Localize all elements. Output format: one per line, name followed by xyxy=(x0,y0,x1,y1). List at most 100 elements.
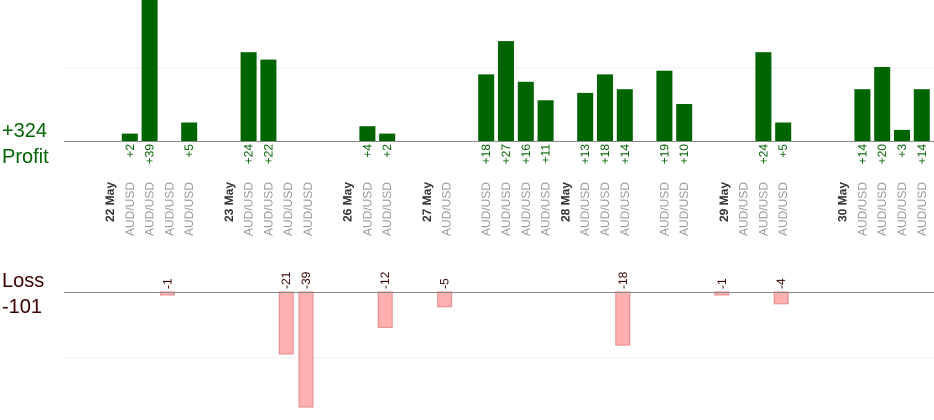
profit-label: Profit xyxy=(2,146,49,168)
profit-value-label: +14 xyxy=(618,144,632,165)
pair-label: AUD/USD xyxy=(915,182,929,236)
profit-value-label: +27 xyxy=(499,144,513,165)
pair-label: AUD/USD xyxy=(598,182,612,236)
profit-bar xyxy=(577,92,594,141)
date-label: 27 May xyxy=(420,182,434,222)
profit-bar xyxy=(359,126,376,141)
pair-label: AUD/USD xyxy=(657,182,671,236)
pair-label: AUD/USD xyxy=(519,182,533,236)
profit-bar xyxy=(755,52,772,142)
pair-label: AUD/USD xyxy=(143,182,157,236)
profit-bar xyxy=(181,122,198,141)
pair-label: AUD/USD xyxy=(182,182,196,236)
profit-bar xyxy=(913,89,930,141)
profit-bar xyxy=(478,74,495,141)
pair-label: AUD/USD xyxy=(261,182,275,236)
pair-label: AUD/USD xyxy=(281,182,295,236)
profit-value-label: +22 xyxy=(261,144,275,165)
profit-bar xyxy=(141,0,158,142)
date-label: 23 May xyxy=(222,182,236,222)
profit-value-label: +18 xyxy=(479,144,493,165)
axis-lines xyxy=(64,141,934,293)
profit-value-label: +10 xyxy=(677,144,691,165)
profit-value-label: +2 xyxy=(123,144,137,158)
date-label: 29 May xyxy=(717,182,731,222)
pair-label: AUD/USD xyxy=(875,182,889,236)
loss-total: -101 xyxy=(2,296,42,318)
profit-value-label: +14 xyxy=(915,144,929,165)
loss-bar xyxy=(615,291,631,346)
date-label: 28 May xyxy=(558,182,572,222)
loss-value-label: -39 xyxy=(299,271,313,289)
pair-label: AUD/USD xyxy=(737,182,751,236)
profit-bar xyxy=(121,133,138,141)
profit-value-label: +5 xyxy=(776,144,790,158)
profit-value-label: +3 xyxy=(895,144,909,158)
loss-bar xyxy=(377,291,393,328)
loss-value-label: -4 xyxy=(774,278,788,289)
loss-bar xyxy=(773,291,789,305)
profit-value-label: +2 xyxy=(380,144,394,158)
pair-label: AUD/USD xyxy=(479,182,493,236)
category-labels: 22 May AUD/USD AUD/USD AUD/USD AUD/USD 23 May… xyxy=(103,182,929,236)
profit-value-label: +11 xyxy=(539,144,553,164)
profit-bars xyxy=(121,0,930,142)
profit-value-label: +13 xyxy=(578,144,592,165)
loss-value-label: -18 xyxy=(616,271,630,289)
pair-label: AUD/USD xyxy=(242,182,256,236)
loss-bars xyxy=(159,291,789,408)
profit-bar xyxy=(676,104,693,141)
profit-bar xyxy=(537,100,554,141)
loss-value-label: -12 xyxy=(378,271,392,289)
pair-label: AUD/USD xyxy=(162,182,176,236)
pair-label: AUD/USD xyxy=(578,182,592,236)
pair-label: AUD/USD xyxy=(440,182,454,236)
profit-bar xyxy=(498,41,514,141)
loss-bar xyxy=(278,291,294,355)
pair-label: AUD/USD xyxy=(123,182,137,236)
date-label: 26 May xyxy=(341,182,355,222)
loss-value-labels: -1 -21 -39 -12 -5 -18 -1 -4 xyxy=(160,271,788,289)
profit-value-label: +20 xyxy=(875,144,889,165)
profit-value-label: +5 xyxy=(182,144,196,158)
profit-value-label: +4 xyxy=(360,144,374,158)
profit-bar xyxy=(656,70,673,141)
profit-value-label: +14 xyxy=(855,144,869,165)
loss-value-label: -5 xyxy=(438,278,452,289)
pair-label: AUD/USD xyxy=(360,182,374,236)
profit-value-label: +39 xyxy=(143,144,157,165)
pair-label: AUD/USD xyxy=(776,182,790,236)
profit-value-label: +18 xyxy=(598,144,612,165)
pair-label: AUD/USD xyxy=(499,182,513,236)
profit-bar xyxy=(260,59,277,141)
profit-bar xyxy=(517,81,534,141)
pair-label: AUD/USD xyxy=(380,182,394,236)
pair-label: AUD/USD xyxy=(895,182,909,236)
pair-label: AUD/USD xyxy=(618,182,632,236)
date-label: 22 May xyxy=(103,182,117,222)
profit-bar xyxy=(240,52,257,142)
profit-bar xyxy=(616,89,633,141)
profit-bar xyxy=(894,129,910,141)
loss-value-label: -1 xyxy=(160,278,174,289)
profit-bar xyxy=(597,74,613,141)
loss-bar xyxy=(298,291,314,408)
pair-label: AUD/USD xyxy=(677,182,691,236)
loss-value-label: -21 xyxy=(279,271,293,289)
pair-label: AUD/USD xyxy=(756,182,770,236)
loss-value-label: -1 xyxy=(715,278,729,289)
profit-bar xyxy=(379,133,396,141)
loss-label: Loss xyxy=(2,270,44,292)
date-label: 30 May xyxy=(836,182,850,222)
profit-bar xyxy=(775,122,792,141)
profit-value-label: +19 xyxy=(657,144,671,165)
profit-bar xyxy=(854,89,871,141)
profit-total: +324 xyxy=(2,120,47,142)
loss-bar xyxy=(437,291,453,308)
profit-value-label: +16 xyxy=(519,144,533,165)
pair-label: AUD/USD xyxy=(301,182,315,236)
pair-label: AUD/USD xyxy=(539,182,553,236)
pair-label: AUD/USD xyxy=(855,182,869,236)
profit-value-label: +24 xyxy=(242,144,256,165)
